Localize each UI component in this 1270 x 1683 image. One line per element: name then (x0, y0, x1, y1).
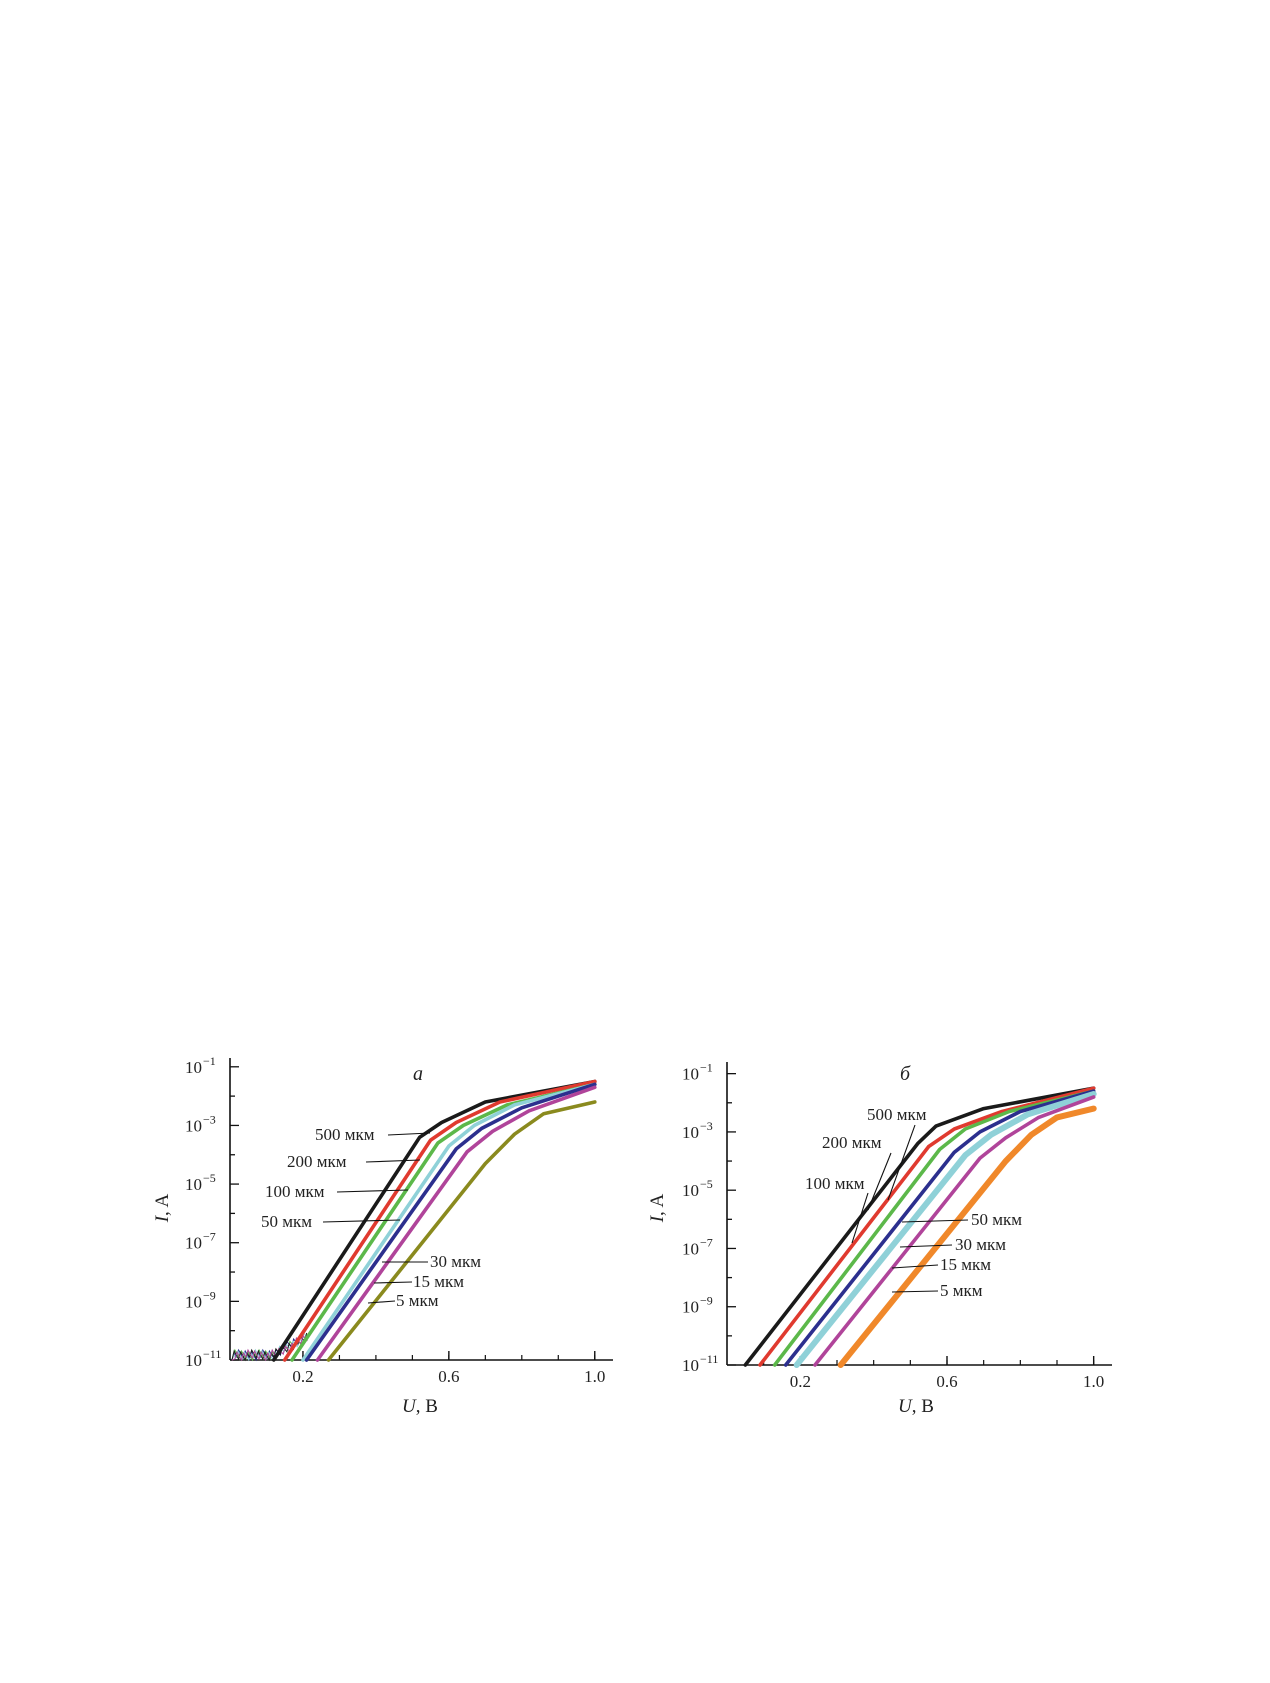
x-axis-title: U, В (402, 1396, 438, 1417)
y-tick-exponent: −1 (203, 1054, 216, 1068)
annotation-label: 15 мкм (940, 1255, 991, 1274)
y-tick-label: 10 (185, 1292, 202, 1311)
y-axis-title: I, A (152, 1193, 173, 1223)
y-tick-label: 10 (185, 1116, 202, 1135)
annotation-label: 500 мкм (315, 1125, 375, 1144)
series-line (783, 1089, 1096, 1367)
annotation-label: 50 мкм (971, 1210, 1022, 1229)
y-tick-exponent: −5 (700, 1177, 713, 1191)
annotation-leader (891, 1264, 939, 1269)
y-tick-label: 10 (682, 1181, 699, 1200)
x-axis-title: U, В (898, 1396, 934, 1417)
panel-letter: б (900, 1063, 911, 1085)
y-tick-exponent: −1 (700, 1061, 713, 1075)
annotation-leader (851, 1192, 869, 1244)
series-line (326, 1100, 597, 1362)
annotation-label: 200 мкм (287, 1152, 347, 1171)
y-tick-exponent: −11 (203, 1347, 221, 1361)
series-line (282, 1079, 597, 1362)
annotation-label: 200 мкм (822, 1133, 882, 1152)
annotation-leader (867, 1152, 892, 1211)
annotation-leader (887, 1124, 916, 1201)
annotation-label: 15 мкм (413, 1272, 464, 1291)
annotation-label: 30 мкм (430, 1252, 481, 1271)
annotation-label: 5 мкм (396, 1291, 439, 1310)
x-tick-label: 1.0 (584, 1367, 605, 1386)
x-tick-label: 0.2 (790, 1372, 811, 1391)
y-tick-label: 10 (682, 1123, 699, 1142)
annotation-label: 100 мкм (265, 1182, 325, 1201)
series-line (272, 1079, 597, 1362)
series-line (793, 1091, 1097, 1368)
annotation-leader (322, 1219, 401, 1223)
series-line (837, 1105, 1097, 1368)
panel-letter: а (413, 1063, 423, 1085)
annotation-label: 30 мкм (955, 1235, 1006, 1254)
y-tick-exponent: −11 (700, 1352, 718, 1366)
y-tick-label: 10 (185, 1351, 202, 1370)
y-tick-exponent: −9 (203, 1288, 216, 1302)
series-line (304, 1082, 597, 1362)
series-line (315, 1085, 597, 1362)
annotation-leader (367, 1300, 396, 1304)
y-tick-label: 10 (185, 1058, 202, 1077)
annotation-label: 50 мкм (261, 1212, 312, 1231)
y-tick-exponent: −7 (700, 1235, 713, 1249)
annotation-leader (891, 1290, 939, 1293)
series-line (813, 1095, 1096, 1367)
y-tick-exponent: −9 (700, 1294, 713, 1308)
annotation-label: 100 мкм (805, 1174, 865, 1193)
annotation-leader (901, 1219, 969, 1223)
x-tick-label: 0.6 (936, 1372, 957, 1391)
series-line (772, 1089, 1096, 1367)
x-tick-label: 1.0 (1083, 1372, 1104, 1391)
series-line (758, 1086, 1096, 1367)
y-tick-exponent: −3 (700, 1119, 713, 1133)
annotation-leader (899, 1244, 953, 1248)
y-tick-label: 10 (682, 1356, 699, 1375)
y-tick-label: 10 (185, 1234, 202, 1253)
annotation-leader (365, 1159, 421, 1163)
y-tick-label: 10 (682, 1298, 699, 1317)
annotation-leader (336, 1189, 409, 1193)
annotation-label: 500 мкм (867, 1105, 927, 1124)
y-axis-title: I, A (647, 1193, 668, 1223)
series-line (301, 1082, 597, 1362)
annotation-leader (373, 1281, 413, 1284)
y-tick-label: 10 (682, 1239, 699, 1258)
y-tick-exponent: −7 (203, 1230, 216, 1244)
y-tick-label: 10 (682, 1065, 699, 1084)
x-tick-label: 0.6 (438, 1367, 459, 1386)
y-tick-exponent: −5 (203, 1171, 216, 1185)
annotation-leader (387, 1132, 431, 1136)
y-tick-exponent: −3 (203, 1112, 216, 1126)
y-tick-label: 10 (185, 1175, 202, 1194)
x-tick-label: 0.2 (292, 1367, 313, 1386)
annotation-label: 5 мкм (940, 1281, 983, 1300)
